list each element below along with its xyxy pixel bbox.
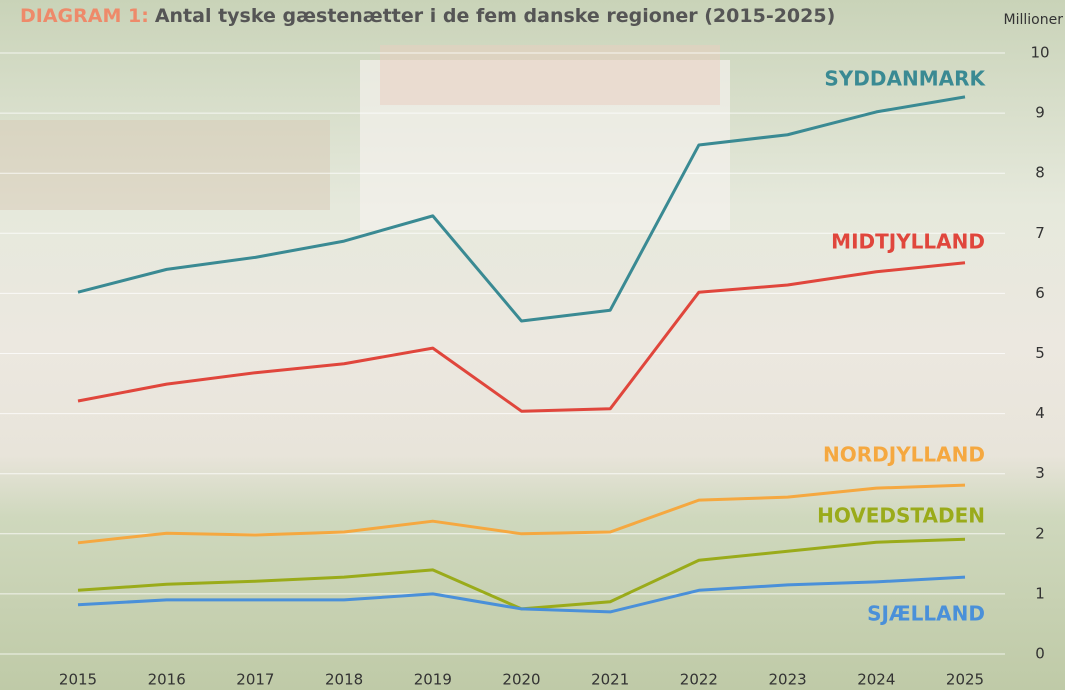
series-line <box>77 483 966 545</box>
series-label: MIDTJYLLAND <box>831 230 985 254</box>
x-tick-label: 2017 <box>236 671 274 689</box>
y-tick-label: 4 <box>1035 404 1045 422</box>
y-tick-label: 1 <box>1035 584 1045 602</box>
roof-shape <box>380 45 720 105</box>
y-tick-label: 8 <box>1035 164 1045 182</box>
x-tick-label: 2015 <box>59 671 97 689</box>
series-line <box>77 261 966 413</box>
series-line <box>77 95 966 323</box>
y-tick-label: 0 <box>1035 645 1045 663</box>
x-tick-label: 2022 <box>680 671 718 689</box>
chart-title: DIAGRAM 1: Antal tyske gæstenætter i de f… <box>20 5 835 27</box>
series-label: SYDDANMARK <box>824 67 986 91</box>
series-label: HOVEDSTADEN <box>817 504 985 528</box>
y-axis-label: Millioner <box>1004 12 1064 28</box>
x-tick-label: 2023 <box>769 671 807 689</box>
x-tick-label: 2024 <box>857 671 895 689</box>
y-tick-label: 7 <box>1035 224 1045 242</box>
y-tick-label: 5 <box>1035 344 1045 362</box>
y-tick-label: 3 <box>1035 464 1045 482</box>
series-label: NORDJYLLAND <box>823 443 985 467</box>
series-line <box>77 575 966 614</box>
building-shape <box>0 120 330 210</box>
y-tick-label: 9 <box>1035 104 1045 122</box>
title-text: Antal tyske gæstenætter i de fem danske … <box>155 5 835 27</box>
x-tick-label: 2019 <box>414 671 452 689</box>
title-prefix: DIAGRAM 1: <box>20 5 149 27</box>
y-tick-label: 10 <box>1030 44 1049 62</box>
x-tick-label: 2016 <box>148 671 186 689</box>
y-tick-label: 6 <box>1035 284 1045 302</box>
x-tick-label: 2020 <box>502 671 540 689</box>
y-tick-label: 2 <box>1035 524 1045 542</box>
x-tick-label: 2018 <box>325 671 363 689</box>
x-tick-label: 2025 <box>946 671 984 689</box>
x-tick-label: 2021 <box>591 671 629 689</box>
series-label: SJÆLLAND <box>867 602 985 626</box>
